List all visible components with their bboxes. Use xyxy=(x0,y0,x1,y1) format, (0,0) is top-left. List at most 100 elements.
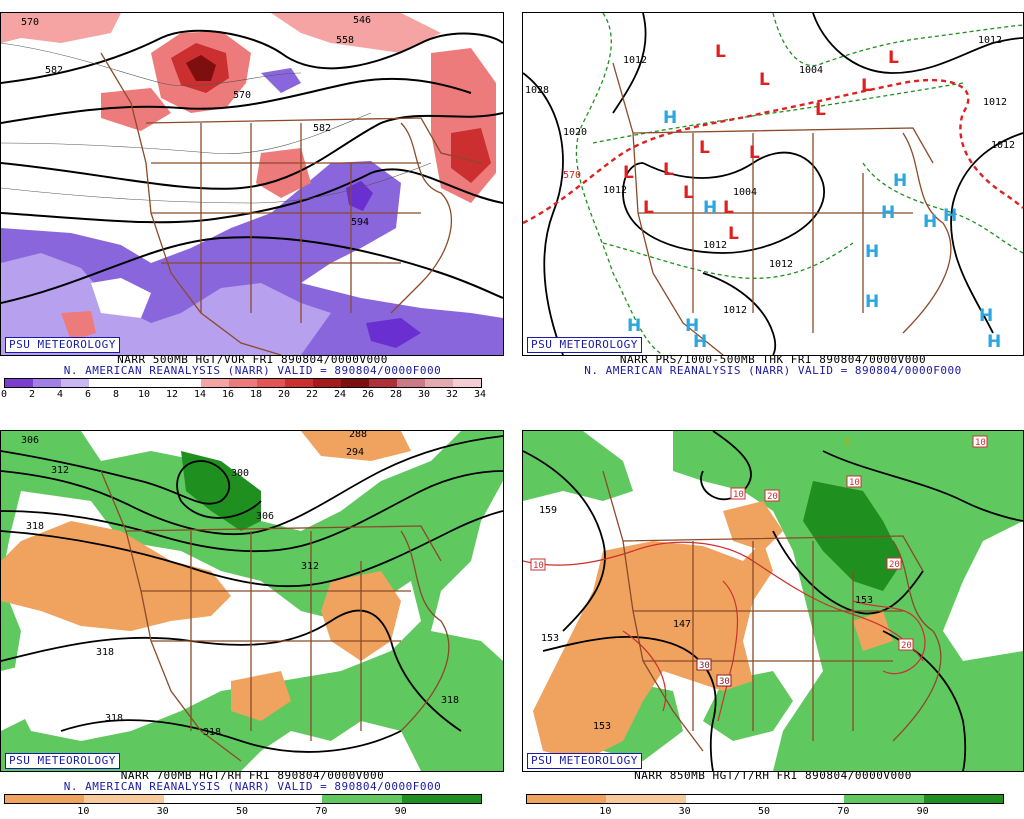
colorbar-tick-label: 30 xyxy=(417,389,431,400)
colorbar-tick-label: 16 xyxy=(221,389,235,400)
svg-text:H: H xyxy=(703,198,717,218)
svg-text:L: L xyxy=(759,70,770,90)
map-850mb: 159 153 147 153 153 10 10 20 20 30 30 xyxy=(522,430,1024,772)
colorbar-tick-label: 22 xyxy=(305,389,319,400)
colorbar-swatch xyxy=(453,379,481,387)
temperature-labels: 10 10 20 20 30 30 10 20 10 0 xyxy=(530,435,988,687)
isobar-label: 1012 xyxy=(769,259,793,270)
colorbar-tick-label: 14 xyxy=(193,389,207,400)
svg-text:L: L xyxy=(749,143,760,163)
panel-caption-valid: N. AMERICAN REANALYSIS (NARR) VALID = 89… xyxy=(63,364,442,377)
svg-text:L: L xyxy=(888,48,899,68)
isobar-label: 1012 xyxy=(623,55,647,66)
contour-label: 294 xyxy=(346,447,364,458)
colorbar-swatch xyxy=(322,795,402,803)
contour-label: 582 xyxy=(45,65,63,76)
svg-text:10: 10 xyxy=(849,478,860,488)
colorbar-swatch xyxy=(89,379,117,387)
svg-text:H: H xyxy=(865,292,879,312)
svg-text:20: 20 xyxy=(767,492,778,502)
contour-label: 318 xyxy=(96,647,114,658)
colorbar-tick-label: 20 xyxy=(277,389,291,400)
svg-text:0: 0 xyxy=(845,438,850,448)
svg-text:H: H xyxy=(943,206,957,226)
svg-text:H: H xyxy=(923,212,937,232)
rh-colorbar-ticks: 10 30 50 70 90 xyxy=(4,806,480,818)
colorbar-swatch xyxy=(257,379,285,387)
svg-text:L: L xyxy=(861,76,872,96)
colorbar-swatch xyxy=(685,795,765,803)
contour-label: 318 xyxy=(105,713,123,724)
colorbar-swatch xyxy=(285,379,313,387)
colorbar-tick-label: 30 xyxy=(678,806,691,817)
map-pressure: 1012 1004 1012 1020 1028 1012 1004 1012 … xyxy=(522,12,1024,356)
contour-label: 312 xyxy=(301,561,319,572)
psu-meteorology-badge: PSU METEOROLOGY xyxy=(5,337,120,353)
colorbar-swatch xyxy=(33,379,61,387)
svg-text:H: H xyxy=(881,203,895,223)
thickness-label: 570 xyxy=(563,170,581,181)
contour-label: 582 xyxy=(313,123,331,134)
colorbar-tick-label: 4 xyxy=(56,389,64,400)
svg-text:H: H xyxy=(663,108,677,128)
colorbar-tick-label: 2 xyxy=(28,389,36,400)
colorbar-tick-label: 10 xyxy=(599,806,612,817)
colorbar-swatch xyxy=(606,795,686,803)
contour-label: 318 xyxy=(203,727,221,738)
colorbar-tick-label: 0 xyxy=(0,389,8,400)
map-500mb: 570 582 546 558 570 582 594 PSU METEOROL… xyxy=(0,12,504,356)
isobar-label: 1012 xyxy=(991,140,1015,151)
colorbar-swatch xyxy=(5,795,85,803)
colorbar-swatch xyxy=(173,379,201,387)
isobar-label: 1012 xyxy=(603,185,627,196)
svg-text:30: 30 xyxy=(699,661,710,671)
contour-label: 153 xyxy=(541,633,559,644)
contour-label: 318 xyxy=(441,695,459,706)
colorbar-tick-label: 26 xyxy=(361,389,375,400)
thickness-570-line xyxy=(523,78,1023,225)
colorbar-swatch xyxy=(401,795,481,803)
colorbar-tick-label: 34 xyxy=(473,389,487,400)
rh-colorbar xyxy=(4,794,482,804)
psu-meteorology-badge: PSU METEOROLOGY xyxy=(527,753,642,769)
map-700mb: 306 288 294 312 300 318 306 312 318 318 … xyxy=(0,430,504,772)
colorbar-swatch xyxy=(145,379,173,387)
colorbar-tick-label: 24 xyxy=(333,389,347,400)
colorbar-swatch xyxy=(117,379,145,387)
svg-text:H: H xyxy=(627,316,641,336)
vorticity-colorbar-ticks: 0 2 4 6 8 10 12 14 16 18 20 22 24 26 28 30 32 34 xyxy=(0,389,486,401)
contour-label: 153 xyxy=(593,721,611,732)
colorbar-swatch xyxy=(229,379,257,387)
colorbar-swatch xyxy=(923,795,1003,803)
panel-caption-valid: N. AMERICAN REANALYSIS (NARR) VALID = 89… xyxy=(584,364,962,377)
isobar-label: 1012 xyxy=(978,35,1002,46)
contour-label: 147 xyxy=(673,619,691,630)
colorbar-tick-label: 12 xyxy=(165,389,179,400)
colorbar-tick-label: 28 xyxy=(389,389,403,400)
isobar-label: 1028 xyxy=(525,85,549,96)
contour-label: 153 xyxy=(855,595,873,606)
panel-700mb-rh: 306 288 294 312 300 318 306 312 318 318 … xyxy=(0,418,505,819)
contour-label: 546 xyxy=(353,15,371,26)
colorbar-swatch xyxy=(397,379,425,387)
svg-text:10: 10 xyxy=(733,490,744,500)
panel-500mb-vorticity: 570 582 546 558 570 582 594 PSU METEOROL… xyxy=(0,0,505,400)
svg-text:H: H xyxy=(685,316,699,336)
colorbar-tick-label: 6 xyxy=(84,389,92,400)
colorbar-tick-label: 50 xyxy=(757,806,771,817)
contour-label: 300 xyxy=(231,468,249,479)
contour-label: 570 xyxy=(21,17,39,28)
colorbar-swatch xyxy=(764,795,845,803)
panel-caption-valid: N. AMERICAN REANALYSIS (NARR) VALID = 89… xyxy=(63,780,442,793)
colorbar-tick-label: 8 xyxy=(112,389,120,400)
svg-text:L: L xyxy=(728,224,739,244)
svg-text:10: 10 xyxy=(975,438,986,448)
colorbar-swatch xyxy=(242,795,323,803)
panel-caption: NARR 500MB HGT/VOR FRI 890804/0000V000 xyxy=(117,353,388,366)
colorbar-swatch xyxy=(84,795,164,803)
svg-text:H: H xyxy=(865,242,879,262)
psu-meteorology-badge: PSU METEOROLOGY xyxy=(527,337,642,353)
colorbar-tick-label: 32 xyxy=(445,389,459,400)
contour-label: 312 xyxy=(51,465,69,476)
colorbar-tick-label: 70 xyxy=(837,806,850,817)
